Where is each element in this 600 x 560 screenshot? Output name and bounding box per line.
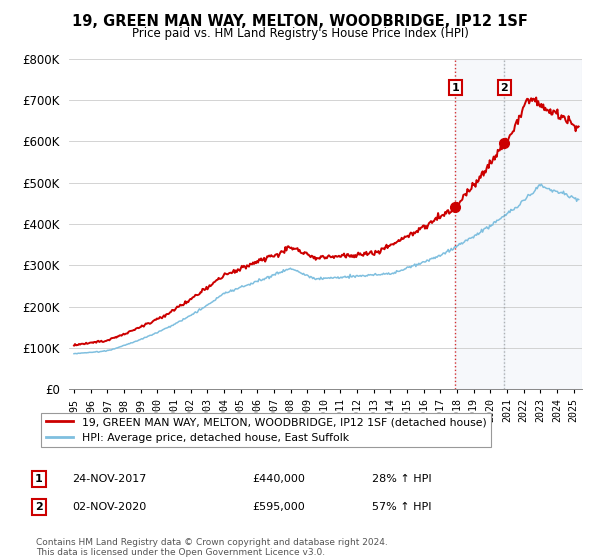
Text: 2: 2 bbox=[500, 83, 508, 93]
Text: 57% ↑ HPI: 57% ↑ HPI bbox=[372, 502, 431, 512]
Text: £595,000: £595,000 bbox=[252, 502, 305, 512]
Bar bbox=[504, 59, 582, 389]
Text: 28% ↑ HPI: 28% ↑ HPI bbox=[372, 474, 431, 484]
Text: 19, GREEN MAN WAY, MELTON, WOODBRIDGE, IP12 1SF: 19, GREEN MAN WAY, MELTON, WOODBRIDGE, I… bbox=[72, 14, 528, 29]
Text: 02-NOV-2020: 02-NOV-2020 bbox=[72, 502, 146, 512]
Legend: 19, GREEN MAN WAY, MELTON, WOODBRIDGE, IP12 1SF (detached house), HPI: Average p: 19, GREEN MAN WAY, MELTON, WOODBRIDGE, I… bbox=[41, 413, 491, 447]
Bar bbox=[455, 59, 504, 389]
Text: 1: 1 bbox=[452, 83, 459, 93]
Text: £440,000: £440,000 bbox=[252, 474, 305, 484]
Text: Contains HM Land Registry data © Crown copyright and database right 2024.
This d: Contains HM Land Registry data © Crown c… bbox=[36, 538, 388, 557]
Text: Price paid vs. HM Land Registry's House Price Index (HPI): Price paid vs. HM Land Registry's House … bbox=[131, 27, 469, 40]
Text: 1: 1 bbox=[35, 474, 43, 484]
Text: 2: 2 bbox=[35, 502, 43, 512]
Text: 24-NOV-2017: 24-NOV-2017 bbox=[72, 474, 146, 484]
